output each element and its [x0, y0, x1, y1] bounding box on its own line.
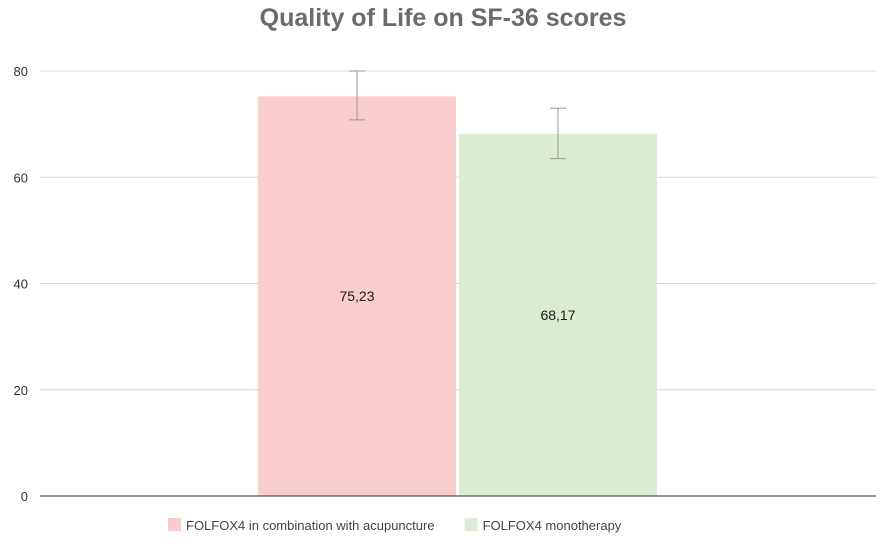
bar-1 — [258, 96, 456, 496]
y-tick-label-0: 0 — [21, 489, 28, 504]
legend-swatch-2 — [464, 518, 478, 531]
legend: FOLFOX4 in combination with acupuncture F… — [168, 518, 622, 533]
bar-2 — [459, 133, 657, 497]
data-label-2: 68,17 — [540, 307, 575, 323]
y-tick-label-60: 60 — [14, 170, 28, 185]
axis-layer: 0 20 40 60 80 — [14, 64, 876, 504]
legend-label-1: FOLFOX4 in combination with acupuncture — [186, 518, 435, 533]
data-label-1: 75,23 — [339, 288, 374, 304]
y-tick-label-80: 80 — [14, 64, 28, 79]
y-tick-label-40: 40 — [14, 277, 28, 292]
grid-layer — [40, 70, 876, 391]
legend-swatch-1 — [168, 518, 181, 531]
legend-label-2: FOLFOX4 monotherapy — [483, 518, 622, 533]
y-tick-label-20: 20 — [14, 383, 28, 398]
bars-layer: 75,23 68,17 — [258, 70, 657, 497]
chart-title: Quality of Life on SF-36 scores — [260, 4, 627, 32]
